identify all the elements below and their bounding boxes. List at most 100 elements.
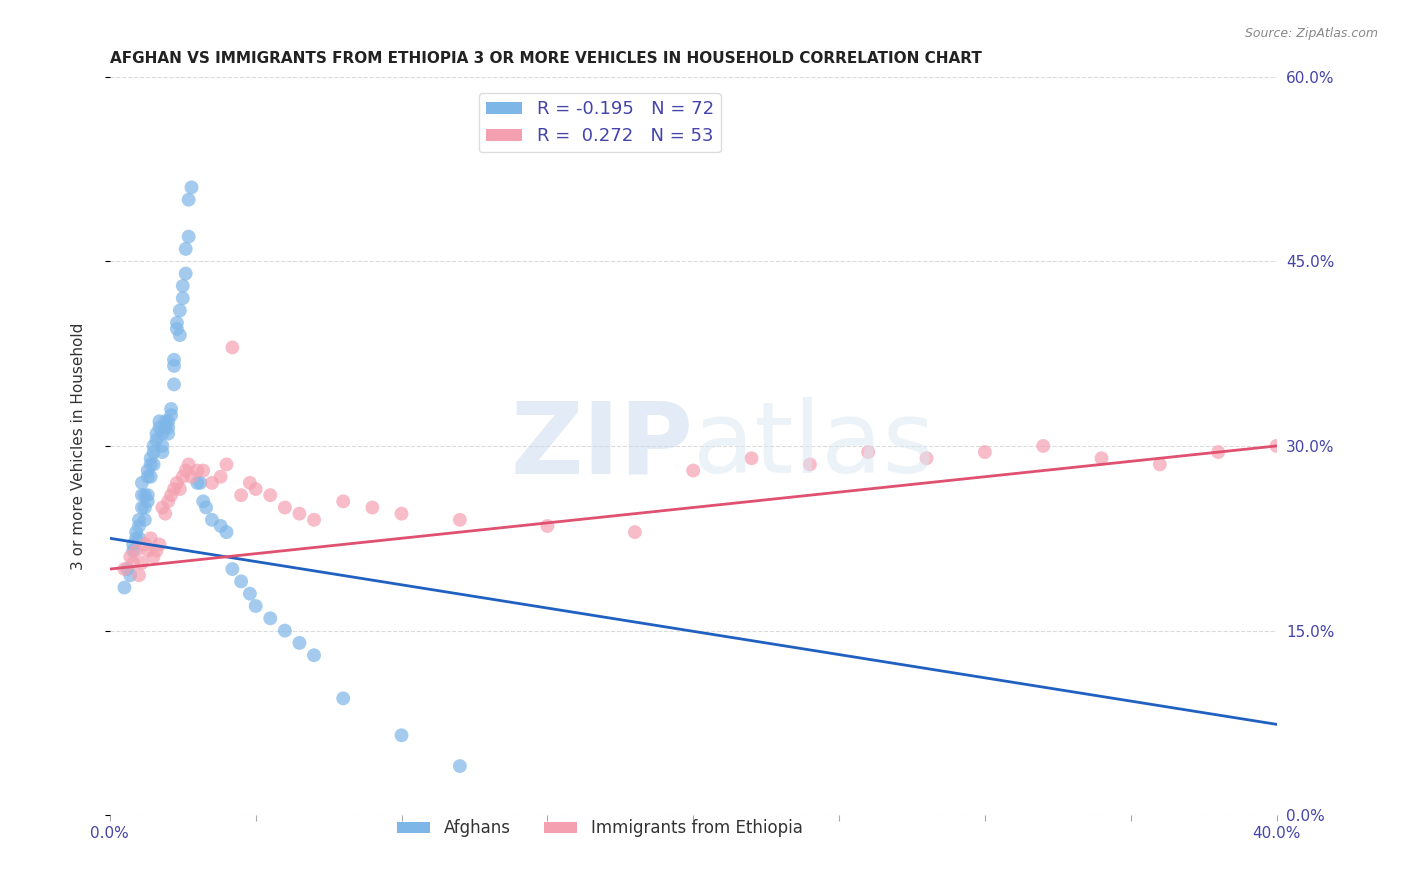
Point xyxy=(741,451,763,466)
Point xyxy=(245,482,267,496)
Point xyxy=(148,420,170,434)
Point xyxy=(134,537,156,551)
Point xyxy=(163,482,186,496)
Point xyxy=(274,624,297,638)
Point xyxy=(128,513,150,527)
Point xyxy=(391,728,413,742)
Point xyxy=(155,507,177,521)
Point xyxy=(1265,439,1288,453)
Point xyxy=(142,458,165,472)
Point xyxy=(148,414,170,428)
Point xyxy=(302,513,325,527)
Point xyxy=(201,475,224,490)
Point xyxy=(131,500,153,515)
Point xyxy=(128,568,150,582)
Point xyxy=(142,549,165,564)
Point xyxy=(139,451,162,466)
Point xyxy=(332,494,354,508)
Point xyxy=(259,611,281,625)
Point xyxy=(973,445,995,459)
Point xyxy=(125,543,148,558)
Point xyxy=(131,488,153,502)
Point xyxy=(120,568,142,582)
Point xyxy=(624,525,647,540)
Point xyxy=(172,469,194,483)
Point xyxy=(128,531,150,545)
Point xyxy=(157,494,180,508)
Point xyxy=(122,537,145,551)
Point xyxy=(128,519,150,533)
Point xyxy=(209,519,232,533)
Point xyxy=(180,469,202,483)
Point xyxy=(114,562,136,576)
Point xyxy=(239,475,262,490)
Point xyxy=(131,556,153,570)
Point xyxy=(136,488,159,502)
Point xyxy=(157,426,180,441)
Text: Source: ZipAtlas.com: Source: ZipAtlas.com xyxy=(1244,27,1378,40)
Point xyxy=(120,549,142,564)
Point xyxy=(915,451,938,466)
Point xyxy=(160,488,183,502)
Point xyxy=(195,500,218,515)
Point xyxy=(122,543,145,558)
Point xyxy=(163,377,186,392)
Point xyxy=(166,322,188,336)
Point xyxy=(166,475,188,490)
Point xyxy=(150,426,173,441)
Point xyxy=(160,402,183,417)
Point xyxy=(163,359,186,373)
Text: atlas: atlas xyxy=(693,398,935,494)
Point xyxy=(188,475,211,490)
Point xyxy=(177,229,200,244)
Point xyxy=(274,500,297,515)
Point xyxy=(180,180,202,194)
Point xyxy=(139,458,162,472)
Point xyxy=(856,445,879,459)
Point xyxy=(142,439,165,453)
Point xyxy=(177,193,200,207)
Point xyxy=(169,328,191,343)
Point xyxy=(172,291,194,305)
Point xyxy=(139,531,162,545)
Point xyxy=(114,581,136,595)
Point xyxy=(799,458,821,472)
Point xyxy=(134,513,156,527)
Point xyxy=(163,352,186,367)
Point xyxy=(145,433,167,447)
Point xyxy=(174,464,197,478)
Legend: Afghans, Immigrants from Ethiopia: Afghans, Immigrants from Ethiopia xyxy=(391,813,810,844)
Point xyxy=(139,469,162,483)
Point xyxy=(174,267,197,281)
Point xyxy=(229,488,252,502)
Point xyxy=(186,475,208,490)
Point xyxy=(1090,451,1112,466)
Point xyxy=(201,513,224,527)
Point xyxy=(131,475,153,490)
Point xyxy=(160,408,183,422)
Point xyxy=(1206,445,1229,459)
Point xyxy=(145,426,167,441)
Point xyxy=(449,513,471,527)
Point xyxy=(166,316,188,330)
Point xyxy=(150,439,173,453)
Point xyxy=(361,500,384,515)
Point xyxy=(259,488,281,502)
Point xyxy=(1149,458,1171,472)
Point xyxy=(155,414,177,428)
Point xyxy=(209,469,232,483)
Point xyxy=(148,537,170,551)
Point xyxy=(134,488,156,502)
Point xyxy=(136,494,159,508)
Point xyxy=(193,494,215,508)
Point xyxy=(221,562,243,576)
Point xyxy=(221,341,243,355)
Point xyxy=(215,525,238,540)
Point xyxy=(1032,439,1054,453)
Point xyxy=(682,464,704,478)
Point xyxy=(122,556,145,570)
Point xyxy=(150,445,173,459)
Point xyxy=(142,445,165,459)
Text: AFGHAN VS IMMIGRANTS FROM ETHIOPIA 3 OR MORE VEHICLES IN HOUSEHOLD CORRELATION C: AFGHAN VS IMMIGRANTS FROM ETHIOPIA 3 OR … xyxy=(110,51,981,66)
Point xyxy=(229,574,252,589)
